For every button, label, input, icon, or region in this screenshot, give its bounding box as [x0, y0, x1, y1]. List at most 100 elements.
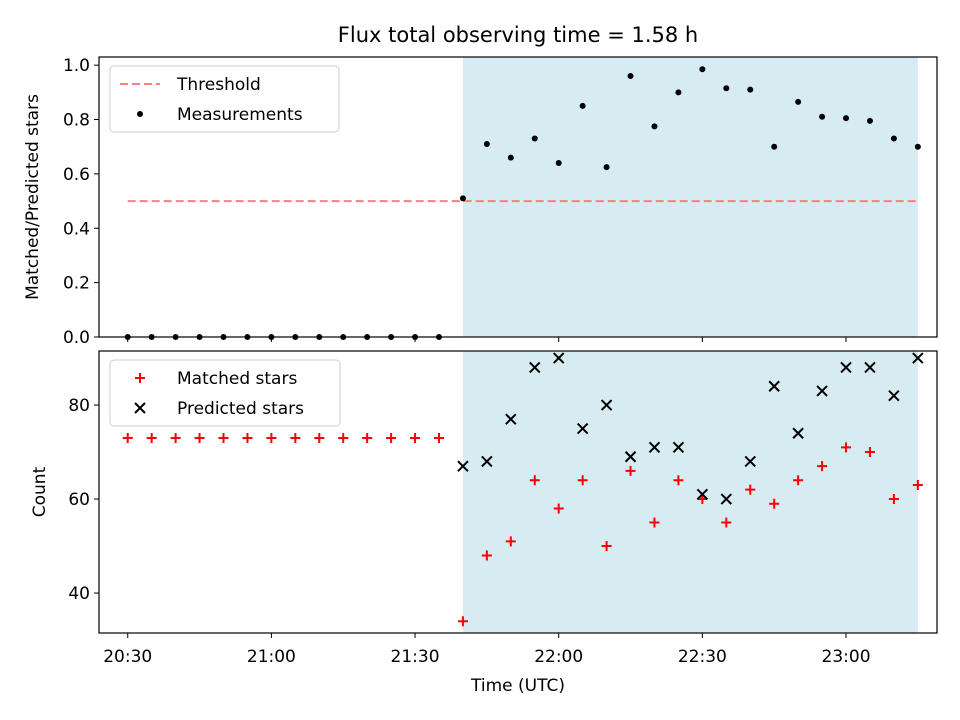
measurement-point	[866, 117, 873, 124]
legend-box	[109, 359, 341, 427]
matched-star-point	[481, 550, 492, 561]
count-panel: 40 60 80 20:30 21:00 21:30 22:00 22:30 23:00 Coun…	[30, 350, 938, 696]
measurement-point	[819, 113, 826, 120]
measurement-point	[675, 89, 682, 96]
predicted-star-point	[529, 361, 541, 374]
x-tick-label: 21:30	[391, 647, 440, 667]
axes-frame	[98, 56, 938, 338]
predicted-star-point	[696, 488, 709, 501]
x-tick-label: 23:00	[822, 647, 871, 667]
matched-star-point	[841, 442, 852, 453]
observing-window-shade	[462, 57, 918, 337]
matched-star-point	[864, 447, 875, 458]
y-tick-label: 0.0	[63, 328, 90, 348]
matched-star-point	[338, 432, 349, 443]
matched-star-point	[410, 432, 421, 443]
y-axis-label: Matched/Predicted stars	[23, 94, 43, 300]
y-axis-label: Count	[30, 466, 50, 517]
matched-star-point	[673, 475, 684, 486]
matched-star-point	[529, 475, 540, 486]
predicted-star-point	[576, 422, 589, 435]
predicted-star-point	[600, 399, 613, 411]
predicted-star-point	[672, 441, 685, 454]
legend: Threshold Measurements	[109, 65, 340, 133]
measurement-point	[771, 143, 778, 150]
measurement-point	[914, 143, 921, 150]
matched-star-point	[290, 432, 301, 443]
measurement-point	[699, 66, 706, 73]
matched-star-point	[649, 517, 660, 528]
measurement-point	[555, 160, 562, 167]
y-tick-label: 60	[68, 490, 90, 510]
matched-star-point	[625, 465, 636, 476]
predicted-star-point	[552, 352, 565, 364]
legend-item: Threshold	[120, 75, 261, 95]
predicted-star-point	[624, 451, 637, 463]
matched-star-point	[122, 432, 133, 443]
x-tick-label: 21:00	[247, 647, 296, 667]
legend: Matched stars Predicted stars	[109, 359, 341, 427]
measurement-point	[507, 154, 514, 161]
measurement-point	[603, 164, 610, 171]
y-tick-label: 40	[68, 584, 90, 604]
predicted-star-point	[505, 413, 517, 425]
series-predicted-stars	[457, 352, 924, 505]
matched-star-point	[793, 475, 804, 486]
legend-swatch-plus	[135, 373, 145, 383]
predicted-star-point	[457, 460, 469, 472]
matched-star-point	[601, 541, 612, 552]
matched-star-point	[266, 432, 277, 443]
predicted-star-point	[840, 361, 852, 374]
y-tick-label: 80	[68, 396, 90, 416]
matched-star-point	[146, 432, 157, 443]
axes-frame	[98, 350, 938, 634]
observing-window-shade	[462, 351, 918, 633]
predicted-star-point	[888, 389, 900, 402]
predicted-star-point	[912, 352, 924, 364]
matched-star-point	[433, 432, 444, 443]
measurement-point	[483, 140, 490, 147]
matched-star-point	[386, 432, 397, 443]
y-tick-label: 0.4	[63, 219, 90, 239]
matched-star-point	[170, 432, 181, 443]
chart-title: Flux total observing time = 1.58 h	[338, 23, 698, 47]
predicted-star-point	[792, 427, 804, 439]
ratio-panel: 0.0 0.2 0.4 0.6 0.8 1.0 Matched/Predicted star…	[23, 56, 938, 348]
legend-item: Matched stars	[135, 369, 297, 389]
measurement-point	[843, 115, 850, 122]
x-axis-label: Time (UTC)	[470, 676, 565, 696]
legend-label: Measurements	[177, 105, 303, 125]
legend-item: Measurements	[137, 105, 303, 125]
matched-star-point	[362, 432, 373, 443]
matched-star-point	[314, 432, 325, 443]
predicted-star-point	[481, 455, 493, 468]
predicted-star-point	[648, 441, 661, 454]
matched-star-point	[577, 475, 588, 486]
legend-swatch-x	[134, 402, 146, 414]
measurement-point	[627, 73, 634, 80]
measurement-point	[531, 135, 538, 142]
measurement-point	[747, 86, 754, 93]
y-tick-label: 0.8	[63, 111, 90, 131]
legend-swatch-dot	[137, 111, 143, 117]
matched-star-point	[505, 536, 516, 547]
measurement-point	[459, 195, 466, 202]
measurement-point	[890, 135, 897, 142]
predicted-star-point	[720, 493, 733, 505]
legend-box	[109, 65, 340, 133]
predicted-star-point	[864, 361, 876, 374]
legend-item: Predicted stars	[134, 399, 304, 419]
matched-star-point	[745, 484, 756, 495]
matched-star-point	[194, 432, 205, 443]
y-tick-label: 1.0	[63, 56, 90, 76]
matched-star-point	[457, 616, 468, 627]
matched-star-point	[218, 432, 229, 443]
measurement-point	[723, 85, 730, 92]
predicted-star-point	[768, 380, 780, 392]
x-tick-label: 20:30	[103, 647, 152, 667]
x-tick-label: 22:00	[534, 647, 583, 667]
legend-label: Matched stars	[177, 369, 297, 389]
predicted-star-point	[816, 385, 828, 397]
y-tick-label: 0.6	[63, 165, 90, 185]
